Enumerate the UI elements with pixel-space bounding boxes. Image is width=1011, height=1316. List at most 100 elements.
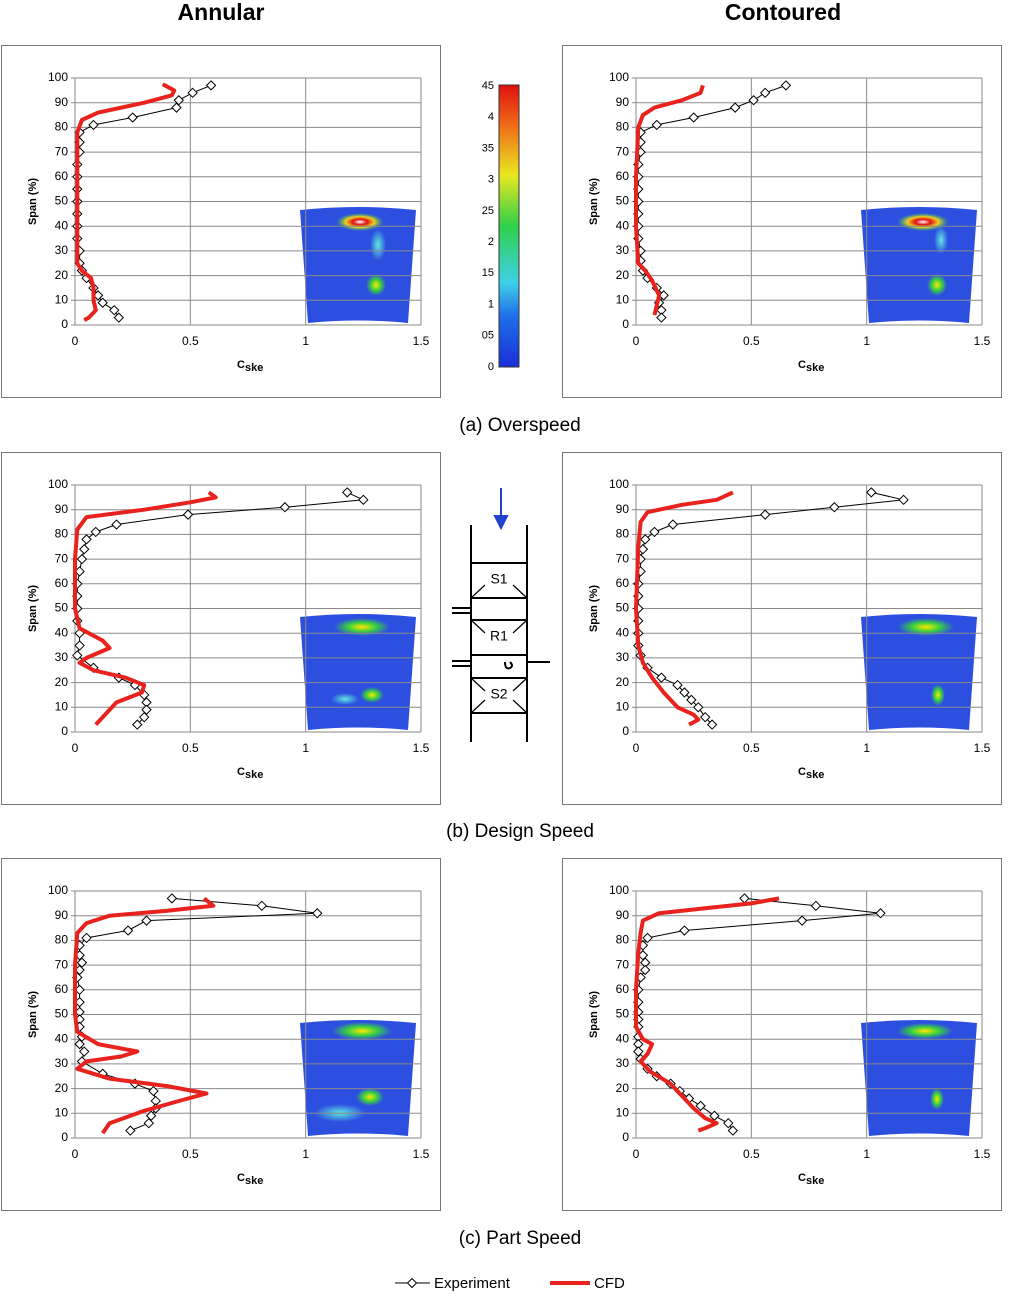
contour-inset bbox=[861, 614, 977, 730]
contour-blob bbox=[931, 684, 945, 706]
data-point bbox=[796, 915, 808, 926]
x-axis-label-sub: ske bbox=[245, 362, 263, 374]
y-axis-label: Span (%) bbox=[27, 991, 39, 1038]
x-tick-label: 0 bbox=[72, 1147, 79, 1161]
y-tick-label: 100 bbox=[609, 70, 629, 84]
contour-sector bbox=[861, 614, 977, 730]
colorbar bbox=[498, 84, 520, 368]
y-tick-label: 40 bbox=[616, 625, 630, 639]
data-point bbox=[205, 80, 217, 91]
y-tick-label: 10 bbox=[55, 292, 69, 306]
data-point bbox=[171, 102, 182, 113]
x-tick-label: 1.5 bbox=[974, 741, 991, 755]
y-tick-label: 30 bbox=[55, 650, 69, 664]
y-tick-label: 50 bbox=[55, 1007, 69, 1021]
data-point bbox=[358, 494, 369, 506]
contour-sector bbox=[300, 614, 416, 730]
y-tick-label: 100 bbox=[48, 883, 68, 897]
y-tick-label: 20 bbox=[55, 675, 69, 689]
y-tick-label: 20 bbox=[55, 268, 69, 282]
data-point bbox=[693, 702, 704, 713]
x-tick-label: 1 bbox=[302, 741, 309, 755]
data-point bbox=[658, 290, 669, 301]
column-title: Contoured bbox=[725, 0, 841, 25]
y-tick-label: 60 bbox=[55, 982, 69, 996]
y-tick-label: 70 bbox=[55, 551, 69, 565]
data-point bbox=[759, 509, 771, 520]
legend-label: CFD bbox=[594, 1275, 625, 1292]
y-tick-label: 10 bbox=[55, 699, 69, 713]
y-tick-label: 90 bbox=[55, 502, 69, 516]
series-line bbox=[73, 896, 216, 1135]
contour-blob bbox=[898, 618, 954, 636]
series-line bbox=[634, 896, 780, 1133]
data-point bbox=[113, 312, 125, 323]
x-axis-label-sub: ske bbox=[806, 1175, 824, 1187]
colorbar-label: 3 bbox=[488, 174, 494, 186]
data-point bbox=[122, 925, 134, 936]
data-point bbox=[81, 932, 92, 944]
y-tick-label: 20 bbox=[55, 1081, 69, 1095]
y-tick-label: 40 bbox=[616, 218, 630, 232]
stage-label: S2 bbox=[490, 686, 507, 702]
x-tick-label: 1 bbox=[863, 741, 870, 755]
contour-sector bbox=[861, 207, 977, 323]
y-tick-label: 100 bbox=[609, 883, 629, 897]
y-tick-label: 30 bbox=[616, 1056, 630, 1070]
contour-inset bbox=[861, 207, 977, 323]
legend-swatch bbox=[406, 1277, 418, 1289]
contour-blob bbox=[360, 687, 384, 703]
data-point bbox=[686, 694, 697, 706]
data-point bbox=[311, 908, 323, 919]
x-tick-label: 1.5 bbox=[413, 334, 430, 348]
x-tick-label: 0.5 bbox=[743, 334, 760, 348]
x-tick-label: 0.5 bbox=[182, 741, 199, 755]
y-tick-label: 80 bbox=[55, 120, 69, 134]
y-tick-label: 40 bbox=[55, 218, 69, 232]
data-point bbox=[679, 687, 690, 698]
series-line bbox=[75, 82, 177, 322]
contour-blob bbox=[334, 618, 390, 636]
x-axis-label: C bbox=[237, 766, 245, 778]
data-point bbox=[699, 711, 711, 723]
data-point bbox=[138, 711, 150, 723]
series-line bbox=[634, 84, 705, 316]
data-point bbox=[759, 87, 771, 99]
contour-inset bbox=[300, 1020, 416, 1136]
x-tick-label: 0.5 bbox=[743, 1147, 760, 1161]
y-tick-label: 30 bbox=[55, 243, 69, 257]
data-point bbox=[642, 932, 653, 944]
data-point bbox=[81, 534, 92, 545]
y-tick-label: 10 bbox=[616, 699, 630, 713]
data-point bbox=[79, 544, 90, 555]
colorbar-label: 45 bbox=[482, 80, 494, 92]
x-tick-label: 1 bbox=[302, 1147, 309, 1161]
data-point bbox=[729, 102, 741, 113]
data-point bbox=[706, 719, 718, 730]
data-point bbox=[695, 1100, 706, 1112]
y-tick-label: 30 bbox=[616, 650, 630, 664]
contour-blob bbox=[332, 1022, 392, 1040]
x-axis-label: C bbox=[798, 766, 806, 778]
y-tick-label: 70 bbox=[55, 144, 69, 158]
contour-blob bbox=[336, 213, 384, 231]
data-point bbox=[74, 1038, 85, 1050]
y-axis-label: Span (%) bbox=[588, 585, 600, 632]
x-tick-label: 1 bbox=[863, 1147, 870, 1161]
contour-blob bbox=[927, 274, 947, 296]
x-tick-label: 1.5 bbox=[413, 741, 430, 755]
contour-sector bbox=[861, 1020, 977, 1136]
y-tick-label: 40 bbox=[616, 1031, 630, 1045]
x-axis-label: C bbox=[237, 1172, 245, 1184]
colorbar-label: 15 bbox=[482, 267, 494, 279]
y-tick-label: 80 bbox=[55, 933, 69, 947]
data-point bbox=[145, 1110, 157, 1121]
x-tick-label: 1.5 bbox=[974, 1147, 991, 1161]
data-point bbox=[143, 1117, 155, 1129]
y-tick-label: 60 bbox=[616, 982, 630, 996]
data-point bbox=[148, 1085, 159, 1097]
y-tick-label: 0 bbox=[622, 724, 629, 738]
colorbar-label: 2 bbox=[488, 236, 494, 248]
contour-blob bbox=[356, 1088, 384, 1106]
data-point bbox=[76, 553, 88, 565]
